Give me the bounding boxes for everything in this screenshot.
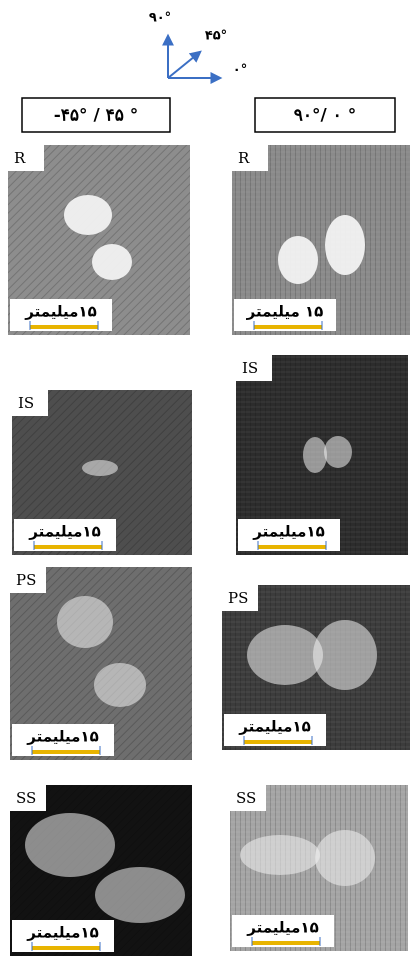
damage-region xyxy=(313,620,377,690)
orientation-label: ۴۵° xyxy=(205,29,227,44)
column-header: -۴۵° / ۴۵ ° xyxy=(54,106,139,126)
scale-bar xyxy=(254,325,322,329)
damage-region xyxy=(94,663,146,707)
damage-region xyxy=(315,830,375,886)
scale-label: ۱۵میلیمتر xyxy=(252,523,324,541)
scale-label: ۱۵میلیمتر xyxy=(26,924,98,942)
column-header: ۹۰°/ ۰ ° xyxy=(294,106,356,126)
scan-panel: IS ۱۵میلیمتر xyxy=(12,390,192,555)
scale-bar xyxy=(34,545,102,549)
scale-bar xyxy=(32,946,100,950)
scale-bar xyxy=(252,941,320,945)
damage-region xyxy=(278,236,318,284)
axis-arrow xyxy=(168,52,200,78)
scale-bar xyxy=(30,325,98,329)
scan-panel: PS ۱۵میلیمتر xyxy=(222,585,410,750)
scale-label: ۱۵میلیمتر xyxy=(238,718,310,736)
panel-label: IS xyxy=(242,359,258,377)
panel-label: SS xyxy=(236,789,256,807)
scale-label: ۱۵میلیمتر xyxy=(24,303,96,321)
orientation-diagram: ۹۰° ۴۵° ۰° xyxy=(149,11,247,79)
panels: -۴۵° / ۴۵ ° R ۱۵میلیمتر IS ۱۵میلیمتر PS ۱۵میلی… xyxy=(8,98,410,956)
panel-label: IS xyxy=(18,394,34,412)
scale-label: ۱۵میلیمتر xyxy=(26,728,98,746)
scan-panel: R ۱۵ میلیمتر xyxy=(232,145,410,335)
scan-panel: IS ۱۵میلیمتر xyxy=(236,355,408,555)
scale-bar xyxy=(258,545,326,549)
damage-region xyxy=(95,867,185,923)
damage-region xyxy=(240,835,320,875)
panel-label: PS xyxy=(16,571,36,589)
damage-region xyxy=(325,215,365,275)
figure: ۹۰° ۴۵° ۰° -۴۵° / ۴۵ ° R ۱۵میلیمتر IS ۱۵میلی… xyxy=(0,0,411,956)
panel-label: PS xyxy=(228,589,248,607)
scan-panel: R ۱۵میلیمتر xyxy=(8,145,190,335)
orientation-label: ۰° xyxy=(233,63,247,78)
damage-region xyxy=(82,460,118,476)
orientation-label: ۹۰° xyxy=(149,11,171,26)
damage-region xyxy=(247,625,323,685)
scan-panel: SS ۱۵میلیمتر xyxy=(10,785,192,956)
scale-label: ۱۵میلیمتر xyxy=(246,919,318,937)
scale-label: ۱۵میلیمتر xyxy=(28,523,100,541)
scan-panel: PS ۱۵میلیمتر xyxy=(10,567,192,760)
scan-panel: SS ۱۵میلیمتر xyxy=(230,785,408,951)
damage-region xyxy=(303,437,327,473)
scale-label: ۱۵ میلیمتر xyxy=(246,303,324,321)
panel-label: SS xyxy=(16,789,36,807)
panel-label: R xyxy=(14,149,26,167)
damage-region xyxy=(64,195,112,235)
panel-label: R xyxy=(238,149,250,167)
damage-region xyxy=(92,244,132,280)
damage-region xyxy=(324,436,352,468)
damage-region xyxy=(25,813,115,877)
scale-bar xyxy=(244,740,312,744)
damage-region xyxy=(57,596,113,648)
scale-bar xyxy=(32,750,100,754)
